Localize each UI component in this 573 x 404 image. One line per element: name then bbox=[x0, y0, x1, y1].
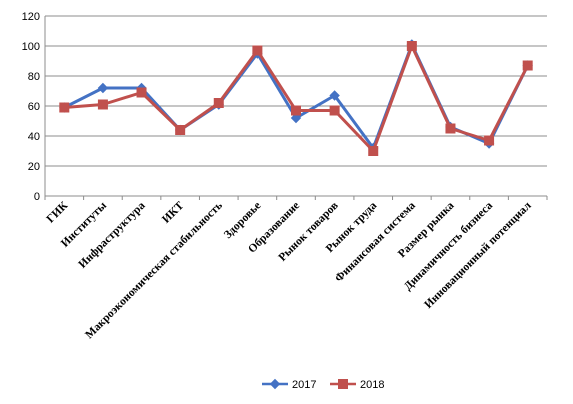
data-point-2017 bbox=[329, 90, 340, 101]
x-tick-label: Макроэкономическая стабильность bbox=[83, 200, 225, 342]
legend-item-2017: 2017 bbox=[262, 378, 316, 391]
y-tick-label: 100 bbox=[22, 41, 40, 53]
data-point-2018 bbox=[291, 105, 301, 116]
y-tick-label: 120 bbox=[22, 11, 40, 23]
data-point-2018 bbox=[368, 146, 379, 156]
legend-label: 2018 bbox=[360, 379, 384, 391]
legend: 2017 2018 bbox=[262, 378, 384, 391]
data-point-2018 bbox=[406, 41, 417, 51]
data-point-2018 bbox=[484, 135, 495, 146]
legend-item-2018: 2018 bbox=[330, 379, 384, 391]
x-tick-label: Инфраструктура bbox=[77, 199, 148, 270]
data-point-2018 bbox=[136, 87, 147, 98]
y-tick-label: 80 bbox=[28, 71, 40, 83]
legend-marker bbox=[269, 378, 281, 390]
data-point-2018 bbox=[445, 123, 456, 134]
y-tick-label: 60 bbox=[28, 101, 40, 113]
series-2018 bbox=[59, 41, 533, 156]
data-point-2018 bbox=[59, 102, 70, 113]
data-point-2017 bbox=[290, 112, 302, 124]
x-tick-label: ГИК bbox=[45, 199, 71, 225]
data-point-2018 bbox=[175, 125, 186, 135]
data-point-2018 bbox=[522, 60, 533, 71]
series-group bbox=[59, 39, 533, 156]
data-point-2017 bbox=[97, 82, 109, 94]
data-point-2018 bbox=[252, 45, 263, 56]
series-line-2018 bbox=[64, 44, 530, 153]
y-axis: 0 20 40 60 80 100 120 bbox=[22, 11, 46, 203]
y-tick-label: 40 bbox=[28, 131, 40, 143]
x-tick-label: ИКТ bbox=[160, 199, 186, 225]
y-tick-label: 0 bbox=[34, 191, 40, 203]
data-point-2018 bbox=[329, 105, 340, 116]
y-tick-label: 20 bbox=[28, 161, 40, 173]
data-point-2018 bbox=[213, 98, 224, 108]
legend-label: 2017 bbox=[292, 379, 316, 391]
legend-marker bbox=[338, 379, 348, 389]
data-point-2018 bbox=[97, 99, 108, 110]
gridlines bbox=[45, 15, 547, 197]
